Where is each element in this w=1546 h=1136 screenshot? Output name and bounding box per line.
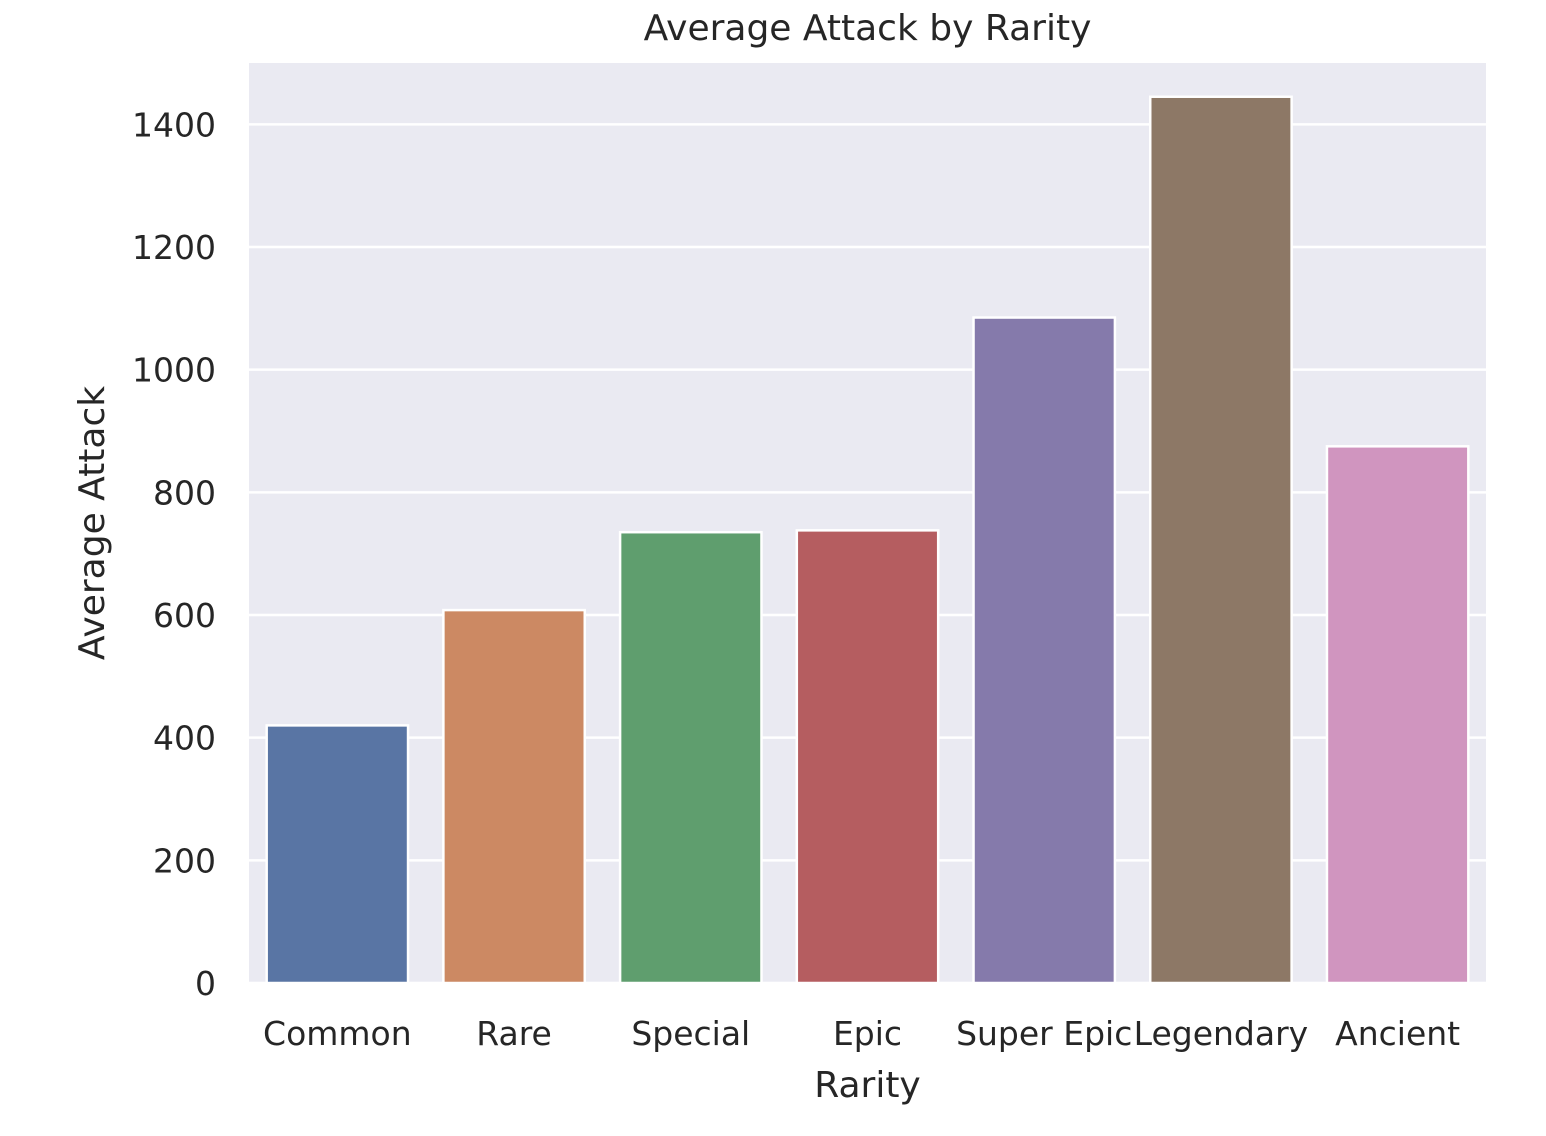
y-tick-label: 0	[195, 964, 216, 1003]
bar-rare	[442, 608, 587, 985]
y-axis-ticks: 0 200 400 600 800 1000 1200 1400	[132, 105, 216, 1003]
y-tick-label: 400	[153, 719, 216, 758]
x-tick-label: Legendary	[1134, 1014, 1309, 1053]
y-tick-label: 200	[153, 841, 216, 880]
bars	[265, 95, 1470, 985]
x-tick-label: Rare	[476, 1014, 552, 1053]
x-tick-label: Ancient	[1335, 1014, 1460, 1053]
y-tick-label: 1400	[132, 105, 216, 144]
y-tick-label: 1200	[132, 228, 216, 267]
bar-ancient	[1325, 445, 1470, 985]
x-axis-ticks: Common Rare Special Epic Super Epic Legendary…	[263, 1014, 1460, 1053]
y-tick-label: 1000	[132, 351, 216, 390]
bar-special	[618, 530, 763, 985]
x-tick-label: Special	[631, 1014, 750, 1053]
bar-legendary	[1148, 95, 1293, 985]
bar-epic	[795, 529, 940, 985]
y-axis-label: Average Attack	[72, 386, 113, 660]
x-tick-label: Epic	[833, 1014, 902, 1053]
y-tick-label: 800	[153, 473, 216, 512]
x-axis-label: Rarity	[814, 1065, 921, 1106]
x-tick-label: Common	[263, 1014, 412, 1053]
y-tick-label: 600	[153, 596, 216, 635]
chart-title: Average Attack by Rarity	[644, 8, 1092, 49]
bar-super-epic	[972, 316, 1117, 985]
bar-common	[265, 724, 410, 985]
x-tick-label: Super Epic	[956, 1014, 1132, 1053]
